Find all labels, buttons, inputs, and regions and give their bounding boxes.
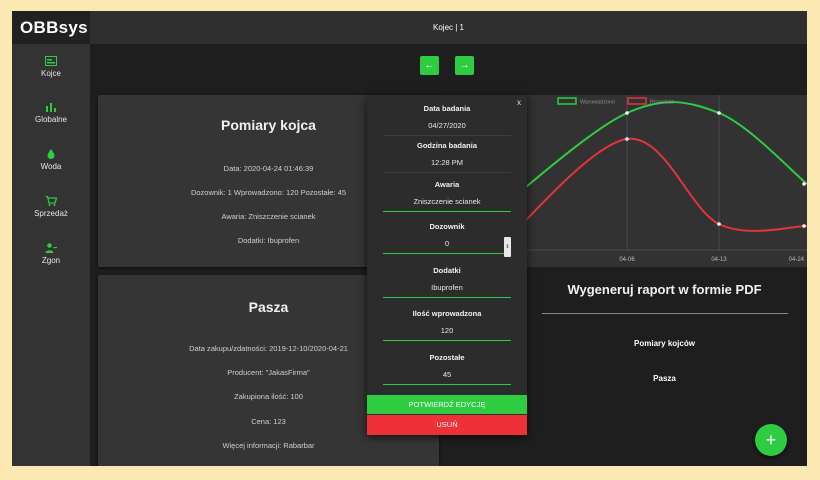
pasza-info: Więcej informacji: Rabarbar (222, 441, 315, 450)
user-minus-icon (45, 243, 57, 253)
chart-legend-swatch (557, 97, 577, 105)
chart-legend-swatch (627, 97, 647, 105)
dozownik-field[interactable]: Dozownik 0 ⇕ (383, 222, 511, 257)
chart-data-point (802, 224, 806, 228)
report-item-pasza[interactable]: Pasza (653, 374, 676, 383)
edit-dialog: x Data badania 04/27/2020 Godzina badani… (367, 95, 527, 435)
pozostale-input[interactable]: 45 (442, 370, 452, 379)
chart-data-point (625, 137, 629, 141)
sidebar-item-zgon[interactable]: Zgon (12, 243, 90, 282)
pasza-price: Cena: 123 (251, 417, 286, 426)
data-badania-input[interactable]: 04/27/2020 (428, 121, 466, 130)
field-label: Pozostałe (429, 353, 465, 362)
field-label: Ilość wprowadzona (412, 309, 482, 318)
field-label: Data badania (423, 104, 471, 113)
awaria-input[interactable]: Zniszczenie scianek (413, 197, 481, 206)
field-label: Dodatki (433, 266, 461, 275)
drop-icon (47, 149, 55, 159)
chart-x-tick-label: 04-06 (619, 257, 635, 263)
sidebar-item-label: Zgon (41, 256, 61, 265)
app-logo: OBBsys (12, 11, 90, 44)
bar-chart-icon (46, 103, 56, 112)
field-underline (383, 211, 511, 212)
pasza-quantity: Zakupiona ilość: 100 (234, 392, 303, 401)
field-label: Awaria (434, 180, 460, 189)
pasza-date: Data zakupu/zdatności: 2019-12-10/2020-0… (189, 344, 348, 353)
sidebar-item-sprzedaz[interactable]: Sprzedaż (12, 196, 90, 235)
sidebar-item-label: Woda (40, 162, 62, 171)
field-underline (383, 340, 511, 341)
pasza-card-title: Pasza (248, 299, 289, 315)
sidebar: OBBsys Kojce Globalne Woda (12, 11, 92, 466)
report-item-pomiary[interactable]: Pomiary kojców (634, 339, 695, 348)
sidebar-item-woda[interactable]: Woda (12, 149, 90, 188)
line-chart: 04-06 04-13 04-24 Wprowadzono Pozostałe (491, 95, 807, 263)
awaria-field[interactable]: Awaria Zniszczenie scianek (383, 180, 511, 212)
report-title: Wygeneruj raport w formie PDF (567, 282, 762, 297)
cart-icon (45, 196, 57, 206)
ilosc-wprowadzona-input[interactable]: 120 (440, 326, 454, 335)
field-underline (383, 384, 511, 385)
pomiary-dozownik: Dozownik: 1 Wprowadzono: 120 Pozostałe: … (190, 188, 347, 197)
pasza-producer: Producent: "JakasFirma" (227, 368, 310, 377)
field-label: Dozownik (429, 222, 465, 231)
sidebar-item-label: Sprzedaż (34, 209, 68, 218)
report-divider (542, 313, 788, 314)
chart-data-point (717, 111, 721, 115)
field-underline (383, 135, 511, 136)
confirm-edit-button[interactable]: POTWIERDŹ EDYCJĘ (367, 395, 527, 414)
pozostale-field[interactable]: Pozostałe 45 (383, 353, 511, 385)
sidebar-item-label: Kojce (40, 69, 61, 78)
chart-legend-label: Wprowadzono (580, 100, 615, 106)
field-underline (383, 253, 511, 254)
add-button[interactable]: + (755, 424, 787, 456)
app-window: OBBsys Kojce Globalne Woda (12, 11, 807, 466)
prev-button[interactable]: ← (420, 56, 439, 75)
chart-data-point (802, 182, 806, 186)
dodatki-field[interactable]: Dodatki Ibuprofen (383, 266, 511, 298)
delete-button[interactable]: USUŃ (367, 415, 527, 435)
field-label: Godzina badania (416, 141, 477, 150)
chart-data-point (717, 222, 721, 226)
sidebar-item-label: Globalne (34, 115, 68, 124)
ilosc-wprowadzona-field[interactable]: Ilość wprowadzona 120 (383, 309, 511, 341)
field-underline (383, 297, 511, 298)
sidebar-item-kojce[interactable]: Kojce (12, 56, 92, 94)
godzina-badania-field[interactable]: Godzina badania 12:28 PM (383, 141, 511, 173)
chart-series-line (491, 101, 807, 216)
data-badania-field[interactable]: Data badania 04/27/2020 (383, 104, 511, 136)
pomiary-awaria: Awaria: Zniszczenie scianek (221, 212, 316, 221)
pen-icon (45, 56, 57, 66)
next-button[interactable]: → (455, 56, 474, 75)
chart-data-point (625, 111, 629, 115)
pomiary-date: Data: 2020-04-24 01:46:39 (223, 164, 314, 173)
dodatki-input[interactable]: Ibuprofen (431, 283, 463, 292)
godzina-badania-input[interactable]: 12:28 PM (430, 158, 464, 167)
chart-x-tick-label: 04-24 (789, 257, 805, 263)
dozownik-input[interactable]: 0 (444, 239, 450, 248)
chart-series-line (491, 137, 807, 256)
field-underline (383, 172, 511, 173)
pomiary-card-title: Pomiary kojca (221, 117, 316, 133)
pomiary-dodatki: Dodatki: Ibuprofen (237, 236, 300, 245)
sidebar-item-globalne[interactable]: Globalne (12, 102, 90, 141)
close-icon[interactable]: x (517, 98, 521, 107)
chart-legend-label: Pozostałe (650, 100, 674, 106)
page-title: Kojec | 1 (90, 11, 807, 44)
chart-panel: 04-06 04-13 04-24 Wprowadzono Pozostałe (491, 95, 807, 267)
chart-x-tick-label: 04-13 (711, 257, 727, 263)
quantity-stepper[interactable]: ⇕ (504, 237, 511, 257)
